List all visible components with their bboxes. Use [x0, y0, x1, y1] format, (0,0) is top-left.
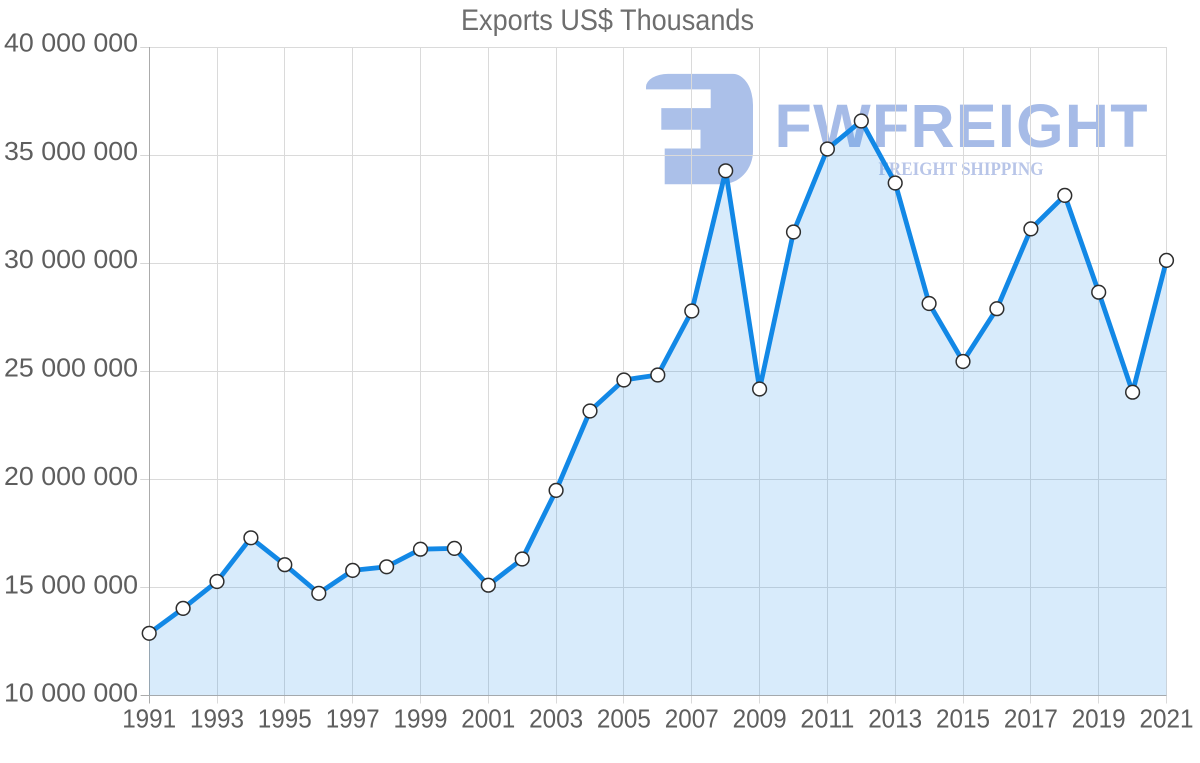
svg-text:1991: 1991 [122, 706, 176, 734]
svg-text:15 000 000: 15 000 000 [4, 569, 138, 599]
svg-text:2001: 2001 [461, 706, 515, 734]
svg-text:2007: 2007 [665, 706, 719, 734]
svg-text:25 000 000: 25 000 000 [4, 353, 138, 383]
svg-text:2017: 2017 [1004, 706, 1058, 734]
svg-text:FREIGHT SHIPPING: FREIGHT SHIPPING [879, 160, 1044, 180]
svg-text:FWFREIGHT: FWFREIGHT [775, 92, 1148, 160]
svg-text:1995: 1995 [258, 706, 312, 734]
svg-text:1997: 1997 [326, 706, 380, 734]
svg-text:Exports US$ Thousands: Exports US$ Thousands [461, 4, 754, 37]
svg-text:2019: 2019 [1072, 706, 1126, 734]
svg-text:35 000 000: 35 000 000 [4, 136, 138, 166]
svg-text:1999: 1999 [394, 706, 448, 734]
svg-text:2003: 2003 [529, 706, 583, 734]
svg-text:1993: 1993 [190, 706, 244, 734]
svg-text:2009: 2009 [733, 706, 787, 734]
svg-text:2021: 2021 [1140, 706, 1194, 734]
svg-text:2013: 2013 [868, 706, 922, 734]
svg-text:30 000 000: 30 000 000 [4, 244, 138, 274]
svg-text:10 000 000: 10 000 000 [4, 678, 138, 708]
svg-text:40 000 000: 40 000 000 [4, 28, 138, 58]
svg-text:2011: 2011 [800, 706, 854, 734]
svg-text:2005: 2005 [597, 706, 651, 734]
svg-text:20 000 000: 20 000 000 [4, 461, 138, 491]
svg-text:2015: 2015 [936, 706, 990, 734]
